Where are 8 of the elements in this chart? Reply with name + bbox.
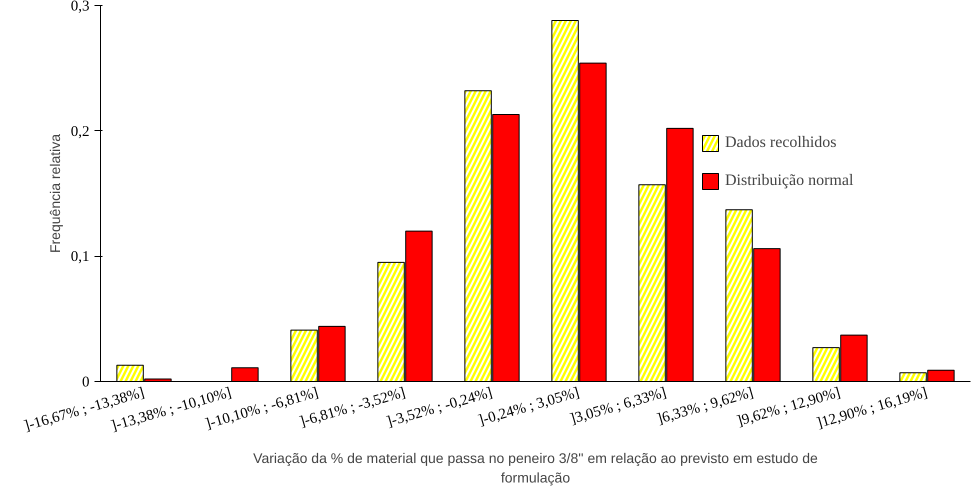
legend-label: Dados recolhidos xyxy=(725,134,837,152)
y-tick-label: 0,3 xyxy=(70,0,90,14)
legend-label: Distribuição normal xyxy=(725,172,854,190)
y-axis-title: Frequência relativa xyxy=(46,134,63,254)
x-axis-title: Variação da % de material que passa no peneiro 3/8'' em relação ao previsto em estudo de formulação xyxy=(253,450,818,486)
y-tick-label: 0,1 xyxy=(70,249,90,266)
y-tick-label: 0,2 xyxy=(70,124,90,140)
y-tick-label: 0 xyxy=(82,374,90,390)
